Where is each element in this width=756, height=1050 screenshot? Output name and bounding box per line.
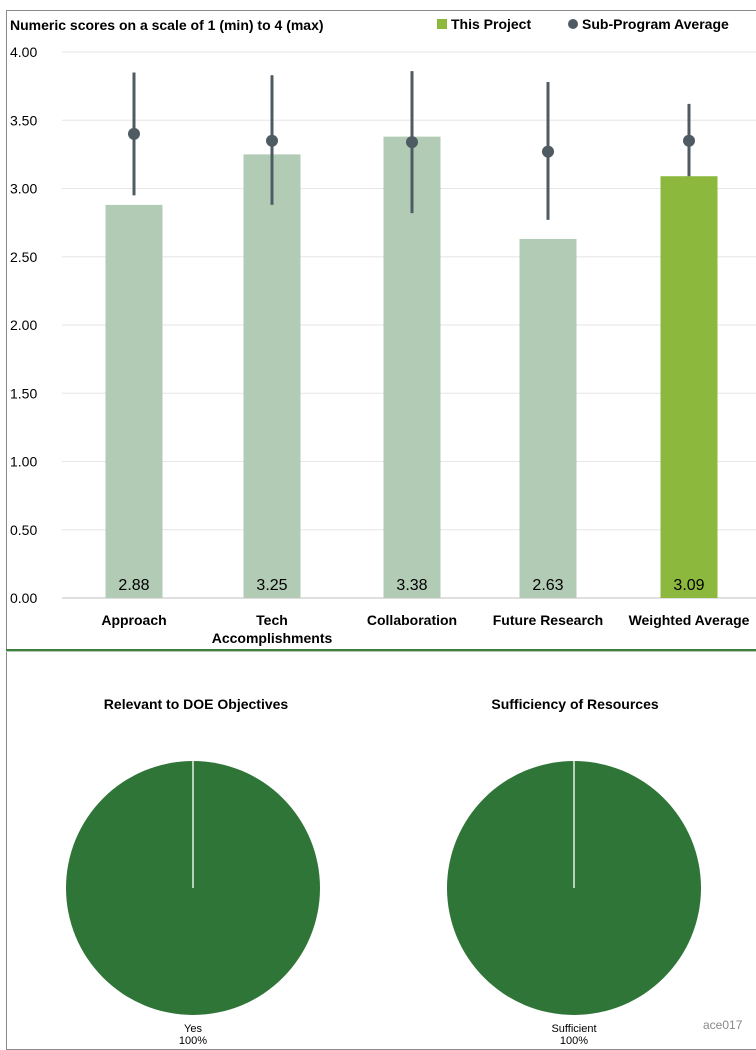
x-tick-label: Approach (101, 612, 166, 628)
section-divider (6, 649, 756, 651)
x-tick-label: Accomplishments (212, 630, 333, 646)
x-tick-label: Weighted Average (629, 612, 750, 628)
pie-title: Relevant to DOE Objectives (104, 696, 289, 712)
average-marker (406, 136, 418, 149)
section-divider-shadow (6, 651, 756, 652)
y-tick-label: 4.00 (10, 44, 37, 60)
data-label: 2.88 (118, 577, 149, 594)
y-tick-label: 2.00 (10, 317, 37, 333)
bar (105, 204, 163, 598)
y-tick-label: 3.50 (10, 112, 37, 128)
x-tick-label: Future Research (493, 612, 603, 628)
pie-percent-label: 100% (560, 1035, 588, 1044)
score-bar-chart: Numeric scores on a scale of 1 (min) to … (10, 16, 756, 646)
data-label: 2.63 (532, 577, 563, 594)
pie-category-label: Sufficient (551, 1023, 596, 1035)
y-tick-label: 1.00 (10, 454, 37, 470)
y-tick-label: 0.00 (10, 590, 37, 606)
relevance-pie-chart: Relevant to DOE Objectives Yes 100% (66, 696, 320, 1044)
x-tick-label: Tech (256, 612, 288, 628)
data-label: 3.09 (673, 577, 704, 594)
average-marker (683, 134, 695, 147)
y-tick-label: 0.50 (10, 522, 37, 538)
legend-marker-sub-program-average (568, 19, 578, 29)
chart-title: Numeric scores on a scale of 1 (min) to … (10, 17, 324, 33)
average-marker (542, 145, 554, 158)
bar (660, 176, 718, 598)
data-label: 3.38 (396, 577, 427, 594)
data-label: 3.25 (256, 577, 287, 594)
legend-swatch-this-project (437, 19, 447, 29)
bar (519, 239, 577, 598)
pie-title: Sufficiency of Resources (491, 696, 658, 712)
bar (383, 136, 441, 598)
report-code: ace017 (703, 1018, 743, 1032)
legend-label-this-project: This Project (451, 16, 531, 32)
average-marker (266, 134, 278, 147)
x-tick-label: Collaboration (367, 612, 457, 628)
y-tick-label: 2.50 (10, 249, 37, 265)
bar (243, 154, 301, 598)
resources-pie-chart: Sufficiency of Resources Sufficient 100% (447, 696, 701, 1044)
legend-label-sub-program-average: Sub-Program Average (582, 16, 729, 32)
average-marker (128, 127, 140, 140)
pie-percent-label: 100% (179, 1035, 207, 1044)
y-tick-label: 3.00 (10, 181, 37, 197)
y-tick-label: 1.50 (10, 385, 37, 401)
pie-category-label: Yes (184, 1023, 202, 1035)
